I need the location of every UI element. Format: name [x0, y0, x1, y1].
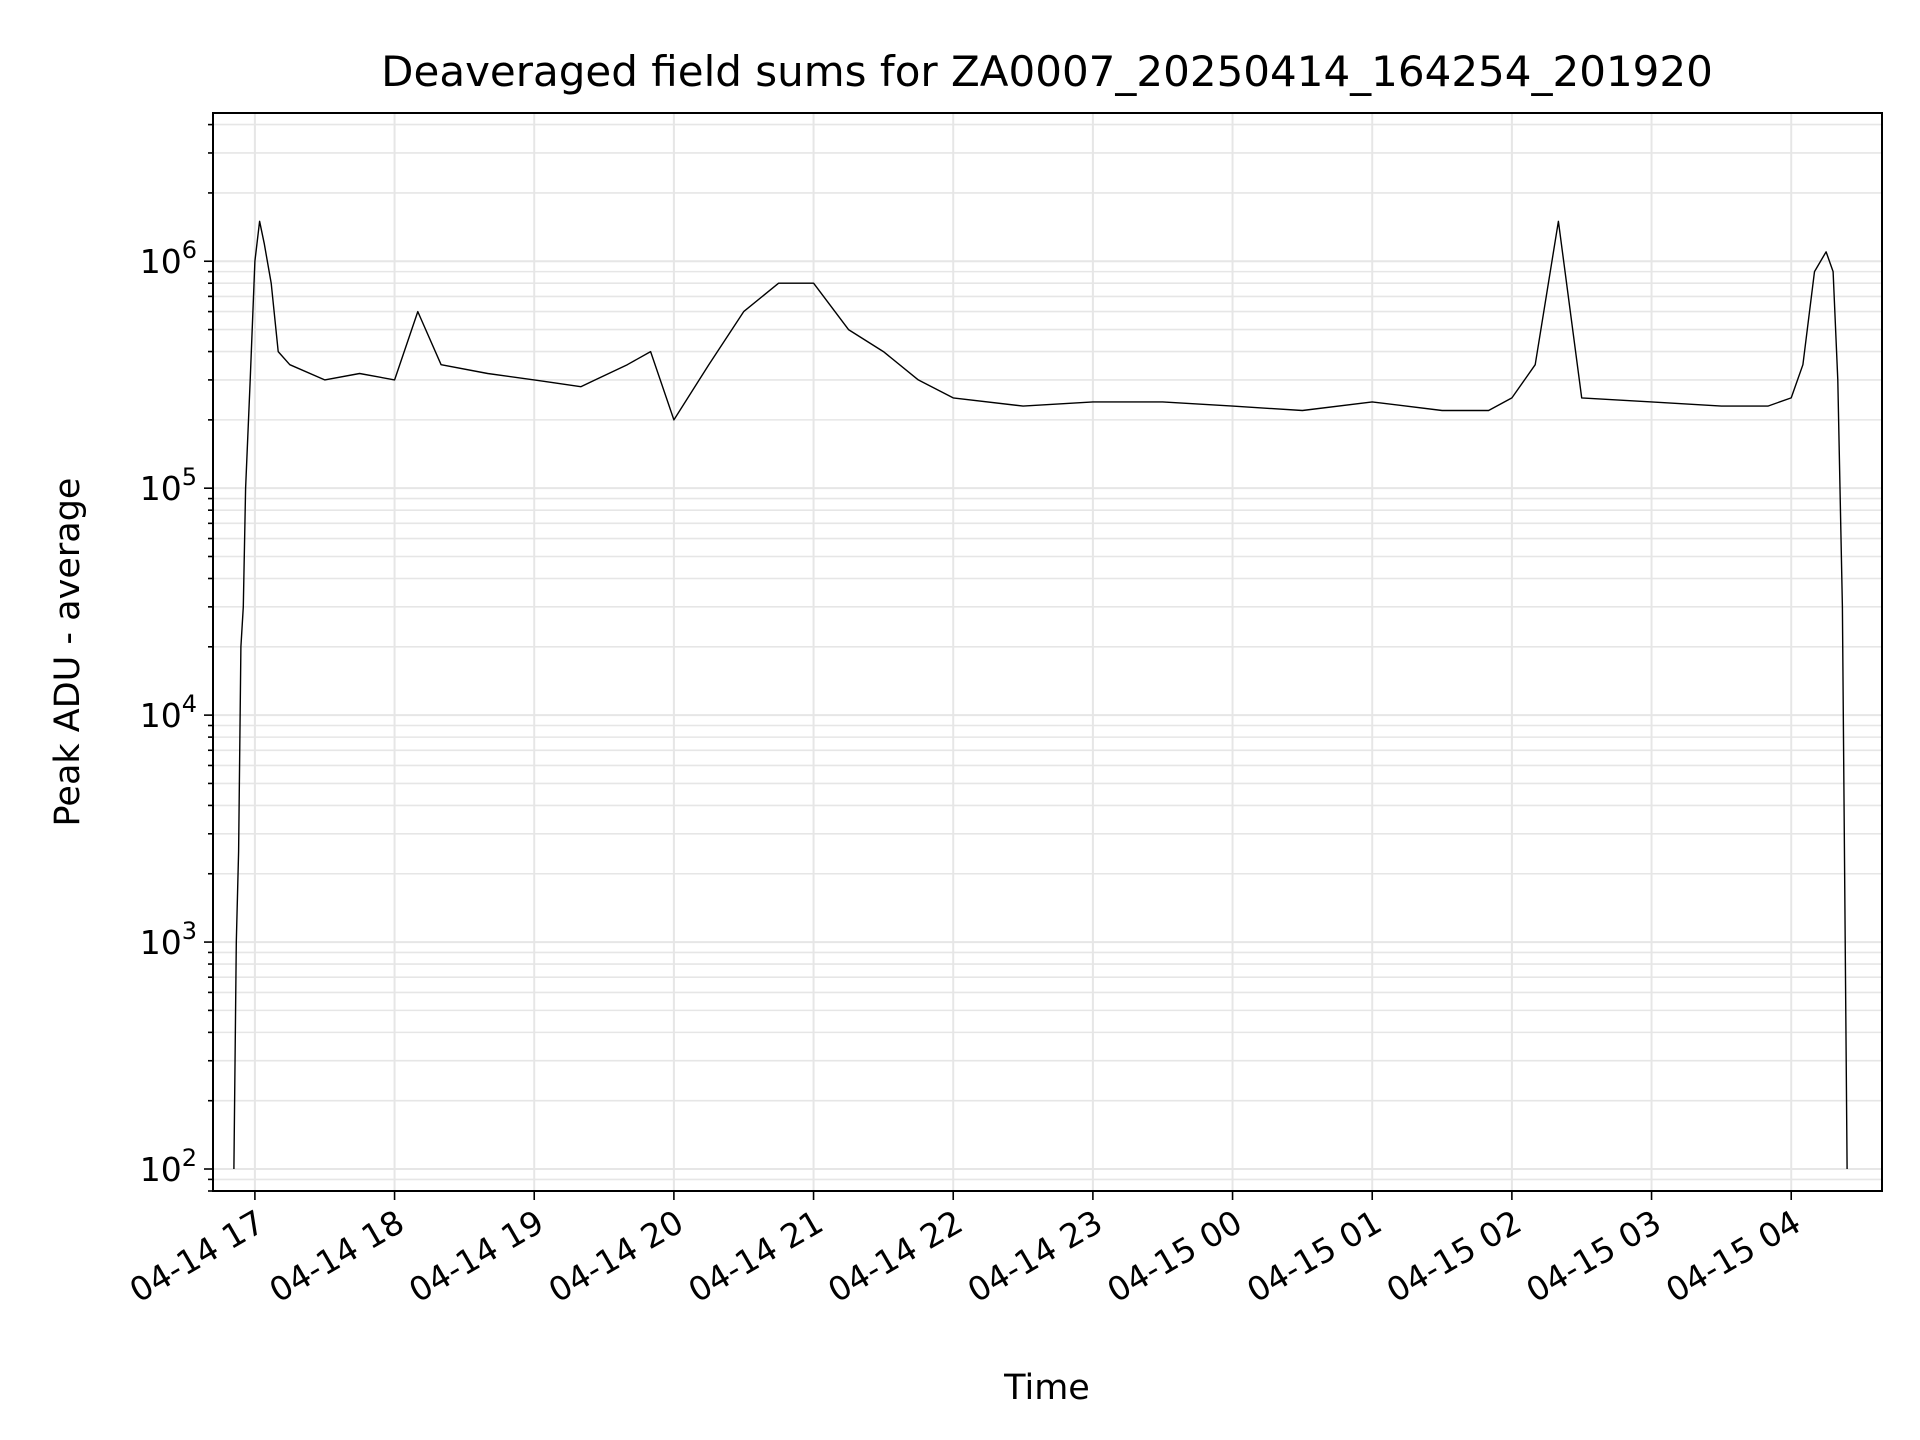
series-line [233, 220, 1848, 1170]
y-tick-label: 106 [140, 236, 197, 281]
x-axis-label: Time [1003, 1368, 1090, 1408]
y-tick-label: 104 [140, 690, 197, 735]
y-tick-label: 103 [140, 917, 197, 962]
y-tick-label: 102 [140, 1144, 197, 1189]
chart-title: Deaveraged field sums for ZA0007_2025041… [381, 47, 1713, 96]
plot-frame [212, 112, 1883, 1192]
series-layer [233, 220, 1848, 1170]
y-axis: 102 103 104 105 106 [140, 123, 213, 1192]
grid [213, 113, 1882, 1192]
y-tick-label: 105 [140, 463, 197, 508]
y-axis-label: Peak ADU - average [48, 478, 88, 827]
